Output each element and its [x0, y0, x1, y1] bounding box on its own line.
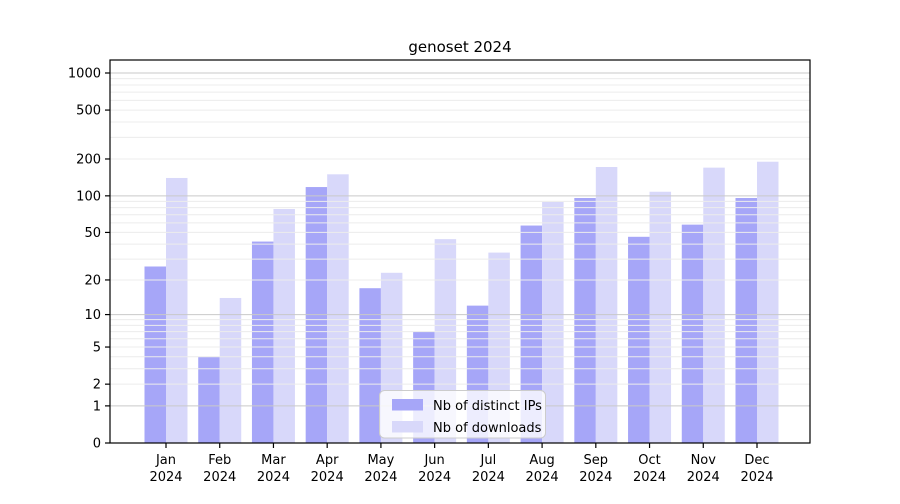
- x-tick-label-may: May 2024: [364, 453, 397, 485]
- y-tick-label-10: 10: [84, 308, 101, 323]
- x-tick-label-mar: Mar 2024: [257, 453, 290, 485]
- legend-swatch-downloads: [392, 421, 423, 433]
- y-tick-label-20: 20: [84, 273, 101, 288]
- y-tick-label-0: 0: [93, 437, 101, 452]
- bar-nb-of-distinct-ips-oct: [628, 236, 650, 443]
- x-tick-label-apr: Apr 2024: [311, 453, 344, 485]
- x-tick-label-jun: Jun 2024: [418, 453, 451, 485]
- bar-nb-of-downloads-sep: [595, 167, 618, 443]
- bar-nb-of-distinct-ips-nov: [681, 224, 704, 443]
- y-axis: 0 1 2 5 10 20 50 100 200 500 1000: [68, 67, 110, 452]
- legend-swatch-distinct-ips: [392, 399, 423, 411]
- x-axis: Jan 2024 Feb 2024 Mar 2024 Apr 2024 May 2024 Jun 20…: [149, 443, 774, 485]
- y-tick-label-50: 50: [84, 226, 101, 241]
- chart-title: genoset 2024: [408, 38, 511, 56]
- bar-nb-of-downloads-apr: [327, 174, 349, 444]
- x-tick-label-jan: Jan 2024: [149, 453, 182, 485]
- x-tick-label-nov: Nov 2024: [687, 453, 720, 485]
- y-tick-label-500: 500: [76, 104, 101, 119]
- y-tick-label-200: 200: [76, 152, 101, 167]
- x-tick-label-jul: Jul 2024: [472, 453, 505, 485]
- bar-nb-of-downloads-jan: [166, 177, 188, 443]
- bar-nb-of-distinct-ips-may: [359, 288, 381, 443]
- plot-border: [109, 59, 811, 444]
- y-tick-label-1: 1: [93, 399, 101, 414]
- bar-nb-of-distinct-ips-jan: [144, 266, 166, 443]
- y-tick-label-5: 5: [93, 341, 101, 356]
- x-tick-label-feb: Feb 2024: [203, 453, 236, 485]
- y-tick-label-2: 2: [93, 378, 101, 393]
- bar-nb-of-distinct-ips-mar: [251, 241, 274, 443]
- x-tick-label-dec: Dec 2024: [740, 453, 773, 485]
- bar-nb-of-distinct-ips-feb: [198, 356, 220, 443]
- legend: Nb of distinct IPs Nb of downloads: [379, 390, 546, 439]
- bar-nb-of-downloads-aug: [542, 202, 564, 443]
- bar-nb-of-downloads-dec: [757, 161, 779, 443]
- gridlines-layer: [110, 72, 810, 407]
- y-tick-label-1000: 1000: [68, 67, 101, 82]
- legend-label-distinct-ips: Nb of distinct IPs: [433, 399, 542, 414]
- y-tick-label-100: 100: [76, 189, 101, 204]
- x-tick-label-oct: Oct 2024: [633, 453, 666, 485]
- legend-label-downloads: Nb of downloads: [433, 421, 542, 436]
- x-tick-label-aug: Aug 2024: [526, 453, 559, 485]
- bar-nb-of-downloads-nov: [703, 167, 725, 443]
- bar-nb-of-downloads-feb: [219, 297, 242, 443]
- x-tick-label-sep: Sep 2024: [579, 453, 612, 485]
- bar-nb-of-downloads-oct: [649, 191, 672, 443]
